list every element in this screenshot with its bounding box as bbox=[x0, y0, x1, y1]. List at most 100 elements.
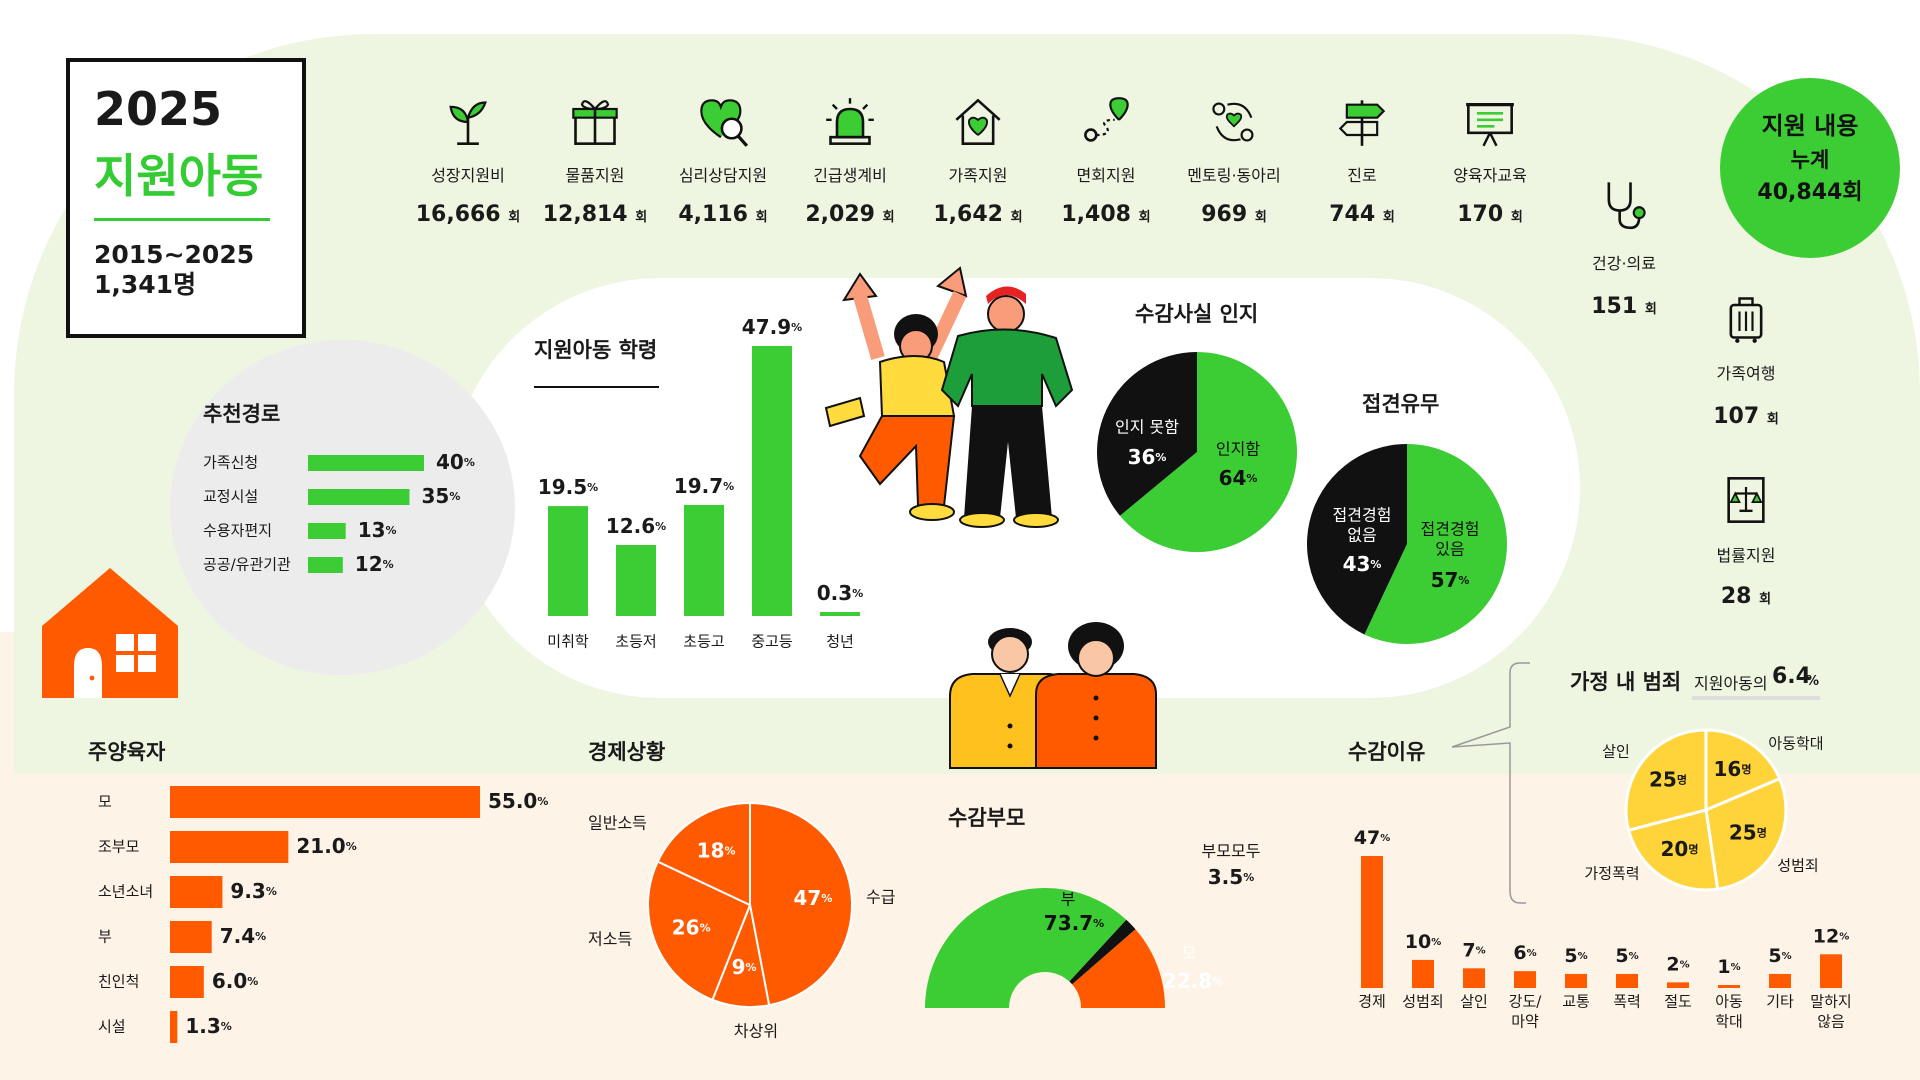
visitation-slice-label: 접견경험 bbox=[1333, 506, 1392, 525]
visitation-title: 접견유무 bbox=[1362, 392, 1440, 416]
reason-bar bbox=[1820, 954, 1842, 988]
reason-value-label: 10% bbox=[1405, 930, 1441, 952]
crime-slice-value: 25명 bbox=[1729, 820, 1767, 844]
referral-value-label: 13% bbox=[358, 518, 397, 542]
crime-bracket bbox=[1451, 662, 1530, 904]
caregiver-title: 주양육자 bbox=[88, 740, 166, 764]
referral-bar bbox=[308, 455, 424, 471]
title-count: 1,341명 bbox=[94, 270, 197, 299]
caregiver-bar bbox=[170, 921, 212, 953]
reason-bar bbox=[1718, 985, 1740, 988]
economy-slice-value: 9% bbox=[732, 954, 757, 978]
parent-slice-value: 73.7% bbox=[1044, 911, 1104, 935]
presentation-board-icon bbox=[1464, 96, 1516, 152]
education-bar bbox=[548, 506, 588, 616]
reason-bar bbox=[1616, 973, 1638, 988]
crime-slice-label: 살인 bbox=[1602, 743, 1630, 761]
education-category-label: 초등고 bbox=[683, 633, 724, 651]
side-service-value: 151 회 bbox=[1591, 294, 1657, 319]
education-value-label: 47.9% bbox=[742, 315, 802, 339]
side-service-label: 건강·의료 bbox=[1592, 254, 1656, 273]
economy-slice-value: 26% bbox=[672, 915, 711, 939]
crime-slice-label: 성범죄 bbox=[1777, 857, 1818, 875]
education-value-label: 0.3% bbox=[817, 581, 863, 605]
reason-value-label: 5% bbox=[1768, 944, 1791, 966]
economy-slice-label: 저소득 bbox=[588, 930, 632, 949]
parent-slice bbox=[1072, 929, 1165, 1008]
caregiver-value-label: 55.0% bbox=[488, 789, 548, 813]
caregiver-bar bbox=[170, 876, 223, 908]
economy-slice-label: 일반소득 bbox=[588, 814, 647, 833]
referral-category-label: 수용자편지 bbox=[203, 522, 272, 540]
reason-value-label: 6% bbox=[1513, 942, 1536, 964]
awareness-slice bbox=[1097, 352, 1197, 516]
service-value: 1,642 회 bbox=[933, 202, 1023, 227]
stethoscope-icon bbox=[1598, 178, 1650, 234]
service-value: 1,408 회 bbox=[1061, 202, 1151, 227]
service-label: 양육자교육 bbox=[1453, 166, 1527, 185]
side-service-value: 107 회 bbox=[1713, 404, 1779, 429]
background-gray-circle bbox=[170, 340, 515, 675]
title-box: 2025 지원아동 2015~2025 1,341명 bbox=[66, 58, 306, 338]
economy-slice-value: 18% bbox=[697, 838, 736, 862]
service-label: 긴급생계비 bbox=[813, 166, 887, 185]
reason-category-label: 살인 bbox=[1460, 993, 1488, 1011]
parents-illustration bbox=[949, 622, 1157, 769]
awareness-slice-value: 64% bbox=[1219, 466, 1258, 490]
reason-category-label: 절도 bbox=[1664, 993, 1692, 1011]
children-illustration bbox=[824, 266, 1074, 528]
reason-bar bbox=[1361, 856, 1383, 988]
crime-slice-label: 아동학대 bbox=[1768, 735, 1823, 753]
parent-slice-label: 모 bbox=[1182, 944, 1197, 963]
mentoring-cycle-icon bbox=[1208, 96, 1260, 152]
reason-bar bbox=[1769, 973, 1791, 988]
service-label: 가족지원 bbox=[948, 166, 1008, 185]
reason-category-label: 기타 bbox=[1766, 993, 1794, 1011]
caregiver-category-label: 조부모 bbox=[98, 838, 140, 856]
caregiver-bar bbox=[170, 831, 289, 863]
education-bar bbox=[684, 504, 724, 616]
economy-slice bbox=[647, 860, 752, 1002]
education-title: 지원아동 학령 bbox=[534, 338, 658, 362]
awareness-slice bbox=[1119, 352, 1297, 552]
referral-category-label: 가족신청 bbox=[203, 454, 258, 472]
service-label: 진로 bbox=[1347, 166, 1377, 185]
crime-title: 가정 내 범죄 bbox=[1570, 670, 1682, 694]
title-period: 2015~2025 bbox=[94, 240, 255, 269]
reason-category-label: 않음 bbox=[1817, 1013, 1845, 1031]
parent-slice-label: 부 bbox=[1061, 890, 1076, 909]
visitation-slice-label: 접견경험 bbox=[1421, 520, 1480, 539]
service-value: 170 회 bbox=[1457, 202, 1523, 227]
support-total-value: 40,844회 bbox=[1757, 180, 1863, 205]
parent-slice bbox=[1069, 919, 1136, 985]
economy-slice-label: 차상위 bbox=[734, 1022, 778, 1041]
reason-value-label: 1% bbox=[1717, 956, 1740, 978]
crime-note-unit: % bbox=[1806, 674, 1820, 689]
referral-value-label: 35% bbox=[422, 484, 461, 508]
crime-slice bbox=[1624, 728, 1708, 833]
parent-slice-value: 22.8% bbox=[1163, 969, 1223, 993]
awareness-title: 수감사실 인지 bbox=[1135, 302, 1259, 326]
visitation-slice bbox=[1307, 444, 1407, 635]
signpost-icon bbox=[1336, 96, 1388, 152]
support-total-sublabel: 누계 bbox=[1790, 148, 1830, 172]
referral-value-label: 12% bbox=[355, 552, 394, 576]
caregiver-value-label: 9.3% bbox=[230, 879, 276, 903]
reason-category-label: 학대 bbox=[1715, 1013, 1743, 1031]
crime-slice bbox=[1626, 808, 1720, 892]
awareness-slice-label: 인지 못함 bbox=[1115, 418, 1179, 437]
economy-slice bbox=[749, 801, 853, 1007]
caregiver-value-label: 21.0% bbox=[296, 834, 356, 858]
title-divider bbox=[94, 218, 270, 221]
caregiver-bar bbox=[170, 1011, 178, 1043]
caregiver-category-label: 소년소녀 bbox=[98, 883, 153, 901]
reason-value-label: 7% bbox=[1462, 939, 1485, 961]
economy-title: 경제상황 bbox=[588, 740, 666, 764]
awareness-slice-value: 36% bbox=[1128, 445, 1167, 469]
